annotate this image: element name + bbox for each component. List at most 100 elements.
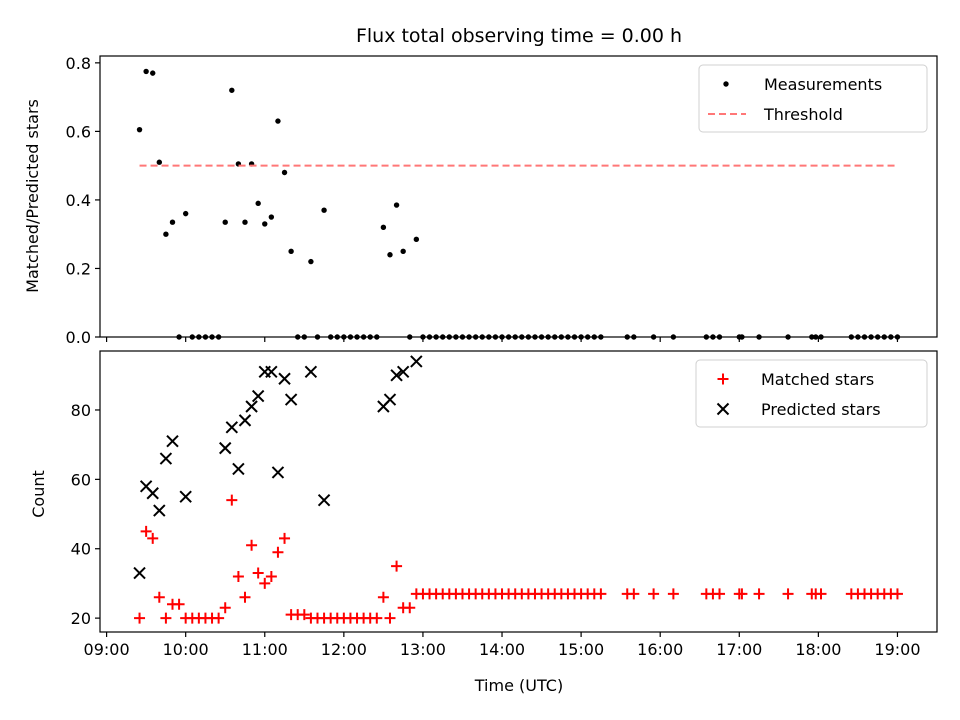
legend-predicted-swatch [716,402,730,416]
matched-star-point [404,602,416,614]
matched-star-point [736,588,748,600]
x-tick-label: 17:00 [716,640,762,659]
predicted-star-point [232,462,245,476]
predicted-star-point [146,487,159,500]
measurement-point [136,126,143,133]
measurement-point [275,118,281,124]
matched-star-point [160,612,172,624]
x-tick-label: 09:00 [84,640,130,659]
plot-frame [99,55,938,338]
predicted-star-point [219,441,232,455]
predicted-star-point [284,393,298,406]
x-tick-label: 18:00 [795,640,841,659]
predicted-star-point [271,466,285,479]
y-tick-label: 20 [71,609,91,628]
measurement-point [163,231,169,237]
matched-star-point [595,588,607,600]
matched-star-point [628,588,640,600]
predicted-star-point [265,365,278,379]
y-tick-label: 40 [71,540,91,559]
y-tick-label: 0.2 [66,259,91,278]
measurement-point [387,252,393,258]
matched-star-point [782,588,794,600]
x-tick-label: 16:00 [637,640,683,659]
y-tick-label: 80 [71,401,91,420]
matched-star-point [226,494,238,506]
matched-star-point [753,588,765,600]
y-tick-label: 0.6 [66,122,91,141]
predicted-star-point [245,400,258,413]
legend: Measurements Threshold [698,64,928,133]
matched-star-point [232,570,244,582]
legend-box [695,359,928,428]
y-tick-label: 0.8 [66,54,91,73]
predicted-star-point [238,414,252,427]
y-tick-label: 0.0 [66,328,91,347]
predicted-star-point [225,421,239,434]
legend: Matched stars Predicted stars [695,359,928,428]
matched-star-point [140,525,152,537]
x-tick-label: 15:00 [558,640,604,659]
predicted-star-point [390,369,403,382]
matched-star-point [213,612,225,624]
matched-star-point [377,591,389,603]
predicted-star-point [410,355,423,368]
chart-title: Flux total observing time = 0.00 h [356,25,682,47]
matched-star-point [173,598,185,610]
matched-star-point [219,602,231,614]
legend-label: Predicted stars [761,400,881,419]
predicted-star-point [396,365,410,379]
measurement-point [262,221,268,227]
matched-star-point [147,532,159,544]
matched-star-point [246,539,258,551]
matched-star-point [239,591,251,603]
top-y-axis-label: Matched/Predicted stars [23,99,42,293]
predicted-star-point [166,434,179,448]
matched-star-point [252,567,264,579]
measurement-point [242,219,248,225]
predicted-star-point [133,566,146,580]
measurement-point [150,70,156,76]
matched-star-point [153,591,165,603]
predicted-star-point [153,504,166,517]
x-tick-label: 14:00 [479,640,525,659]
legend-box [698,64,928,133]
x-axis-label: Time (UTC) [474,676,563,695]
legend-measurement-swatch [723,81,729,87]
measurement-point [182,210,189,217]
predicted-star-point [278,372,291,385]
x-tick-label: 11:00 [242,640,288,659]
matched-star-point [134,612,146,624]
matched-star-point [667,588,679,600]
x-tick-label: 19:00 [874,640,920,659]
measurement-point [380,224,387,231]
x-tick-label: 10:00 [163,640,209,659]
predicted-star-point [317,493,331,507]
x-tick-label: 12:00 [321,640,367,659]
bottom-panel: 09:00 10:00 11:00 12:00 13:00 14:00 15:00 16:00… [71,350,938,659]
predicted-star-point [179,490,192,503]
measurement-point [169,219,176,225]
matched-star-point [384,612,396,624]
matched-star-point [272,546,284,558]
measurement-point [222,219,228,225]
matched-star-point [891,588,903,600]
matched-star-point [259,577,271,589]
measurement-point [321,207,327,213]
matched-star-point [815,588,827,600]
matched-star-point [648,588,660,600]
measurement-point [393,202,400,208]
measurement-point [288,248,294,255]
matched-star-point [714,588,726,600]
matched-star-point [265,570,277,582]
legend-label: Matched stars [761,370,874,389]
legend-label: Threshold [763,105,843,124]
measurement-point [400,248,406,255]
x-tick-label: 13:00 [400,640,446,659]
matched-star-point [371,612,383,624]
matched-star-point [279,532,291,544]
predicted-star-point [304,365,318,379]
y-tick-label: 0.4 [66,191,91,210]
measurement-point [229,87,235,93]
